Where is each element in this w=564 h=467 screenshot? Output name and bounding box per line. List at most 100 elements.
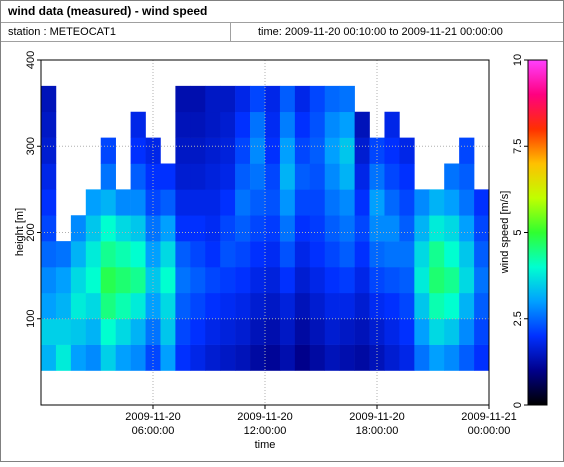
heatmap-cell: [115, 344, 131, 371]
y-tick-label: 200: [25, 223, 37, 241]
heatmap-cell: [41, 137, 57, 164]
heatmap-cell: [429, 267, 445, 294]
heatmap-cell: [429, 318, 445, 345]
colorbar-tick-label: 10: [512, 54, 524, 66]
heatmap-cell: [399, 163, 415, 190]
heatmap-cell: [399, 292, 415, 320]
heatmap-cell: [399, 318, 415, 345]
heatmap-cell: [205, 344, 221, 371]
heatmap-cell: [130, 163, 146, 190]
heatmap-cell: [265, 292, 281, 320]
heatmap-cell: [294, 318, 311, 345]
heatmap-cell: [279, 189, 296, 216]
y-axis-label: height [m]: [14, 208, 26, 256]
heatmap-cell: [399, 241, 415, 268]
heatmap-cell: [444, 318, 460, 345]
heatmap-cell: [294, 344, 311, 371]
heatmap-cell: [235, 241, 251, 268]
heatmap-cell: [55, 318, 72, 345]
heatmap-cell: [339, 344, 355, 371]
heatmap-cell: [414, 292, 430, 320]
heatmap-cell: [414, 318, 430, 345]
x-tick-label: 00:00:00: [468, 425, 511, 437]
heatmap-cell: [160, 318, 176, 345]
heatmap-cell: [190, 241, 206, 268]
heatmap-cell: [354, 163, 370, 190]
heatmap-cell: [384, 318, 400, 345]
heatmap-cell: [41, 111, 57, 138]
heatmap-cell: [429, 189, 445, 216]
heatmap-cell: [160, 344, 176, 371]
heatmap-cell: [190, 137, 206, 164]
heatmap-cell: [369, 241, 385, 268]
heatmap-cell: [145, 267, 161, 294]
heatmap-cell: [279, 318, 296, 345]
heatmap-cell: [70, 241, 87, 268]
heatmap-cell: [70, 318, 87, 345]
heatmap-cell: [265, 85, 281, 113]
heatmap-cell: [339, 215, 355, 242]
heatmap-cell: [41, 85, 57, 113]
colorbar-tick-label: 0: [512, 402, 524, 408]
heatmap-cell: [205, 189, 221, 216]
heatmap-cell: [130, 344, 146, 371]
heatmap-cell: [339, 189, 355, 216]
heatmap-cell: [175, 189, 191, 216]
heatmap-cell: [130, 267, 146, 294]
heatmap-cell: [205, 292, 221, 320]
heatmap-cell: [85, 189, 102, 216]
heatmap-cell: [444, 163, 460, 190]
heatmap-cell: [220, 163, 236, 190]
heatmap-cell: [115, 292, 131, 320]
heatmap-cell: [265, 137, 281, 164]
heatmap-cell: [294, 215, 311, 242]
heatmap-cell: [175, 318, 191, 345]
heatmap-cell: [175, 241, 191, 268]
heatmap-cell: [220, 318, 236, 345]
heatmap-cell: [205, 241, 221, 268]
heatmap-cell: [250, 137, 266, 164]
chart-title: wind data (measured) - wind speed: [7, 4, 207, 18]
heatmap-cell: [309, 292, 326, 320]
heatmap-cell: [235, 189, 251, 216]
heatmap-cell: [250, 318, 266, 345]
heatmap-cell: [444, 344, 460, 371]
heatmap-cell: [279, 111, 296, 138]
heatmap-cell: [324, 344, 340, 371]
x-tick-label: 06:00:00: [132, 425, 175, 437]
heatmap-cell: [324, 111, 340, 138]
heatmap-cell: [309, 215, 326, 242]
x-tick-label: 2009-11-21: [461, 411, 516, 423]
heatmap-cell: [145, 292, 161, 320]
heatmap-cell: [130, 292, 146, 320]
heatmap-cell: [369, 163, 385, 190]
heatmap-cell: [339, 318, 355, 345]
y-tick-label: 300: [25, 137, 37, 155]
heatmap-cell: [100, 267, 116, 294]
heatmap-cell: [414, 344, 430, 371]
heatmap-cell: [354, 344, 370, 371]
y-tick-label: 400: [25, 51, 37, 69]
heatmap-cell: [459, 137, 475, 164]
heatmap-cell: [265, 189, 281, 216]
heatmap-cell: [265, 318, 281, 345]
heatmap-cell: [130, 318, 146, 345]
heatmap-cell: [100, 189, 116, 216]
heatmap-cell: [414, 215, 430, 242]
colorbar-tick-label: 7.5: [512, 139, 524, 154]
heatmap-cell: [130, 111, 146, 138]
heatmap-cell: [369, 318, 385, 345]
heatmap-cell: [190, 163, 206, 190]
heatmap-cell: [190, 189, 206, 216]
heatmap-cell: [279, 215, 296, 242]
heatmap-cell: [100, 137, 116, 164]
heatmap-cell: [384, 241, 400, 268]
heatmap-cell: [279, 163, 296, 190]
heatmap-cell: [205, 267, 221, 294]
heatmap-cell: [294, 241, 311, 268]
heatmap-cell: [459, 267, 475, 294]
heatmap-cell: [250, 215, 266, 242]
heatmap-cell: [70, 267, 87, 294]
heatmap-cell: [324, 189, 340, 216]
